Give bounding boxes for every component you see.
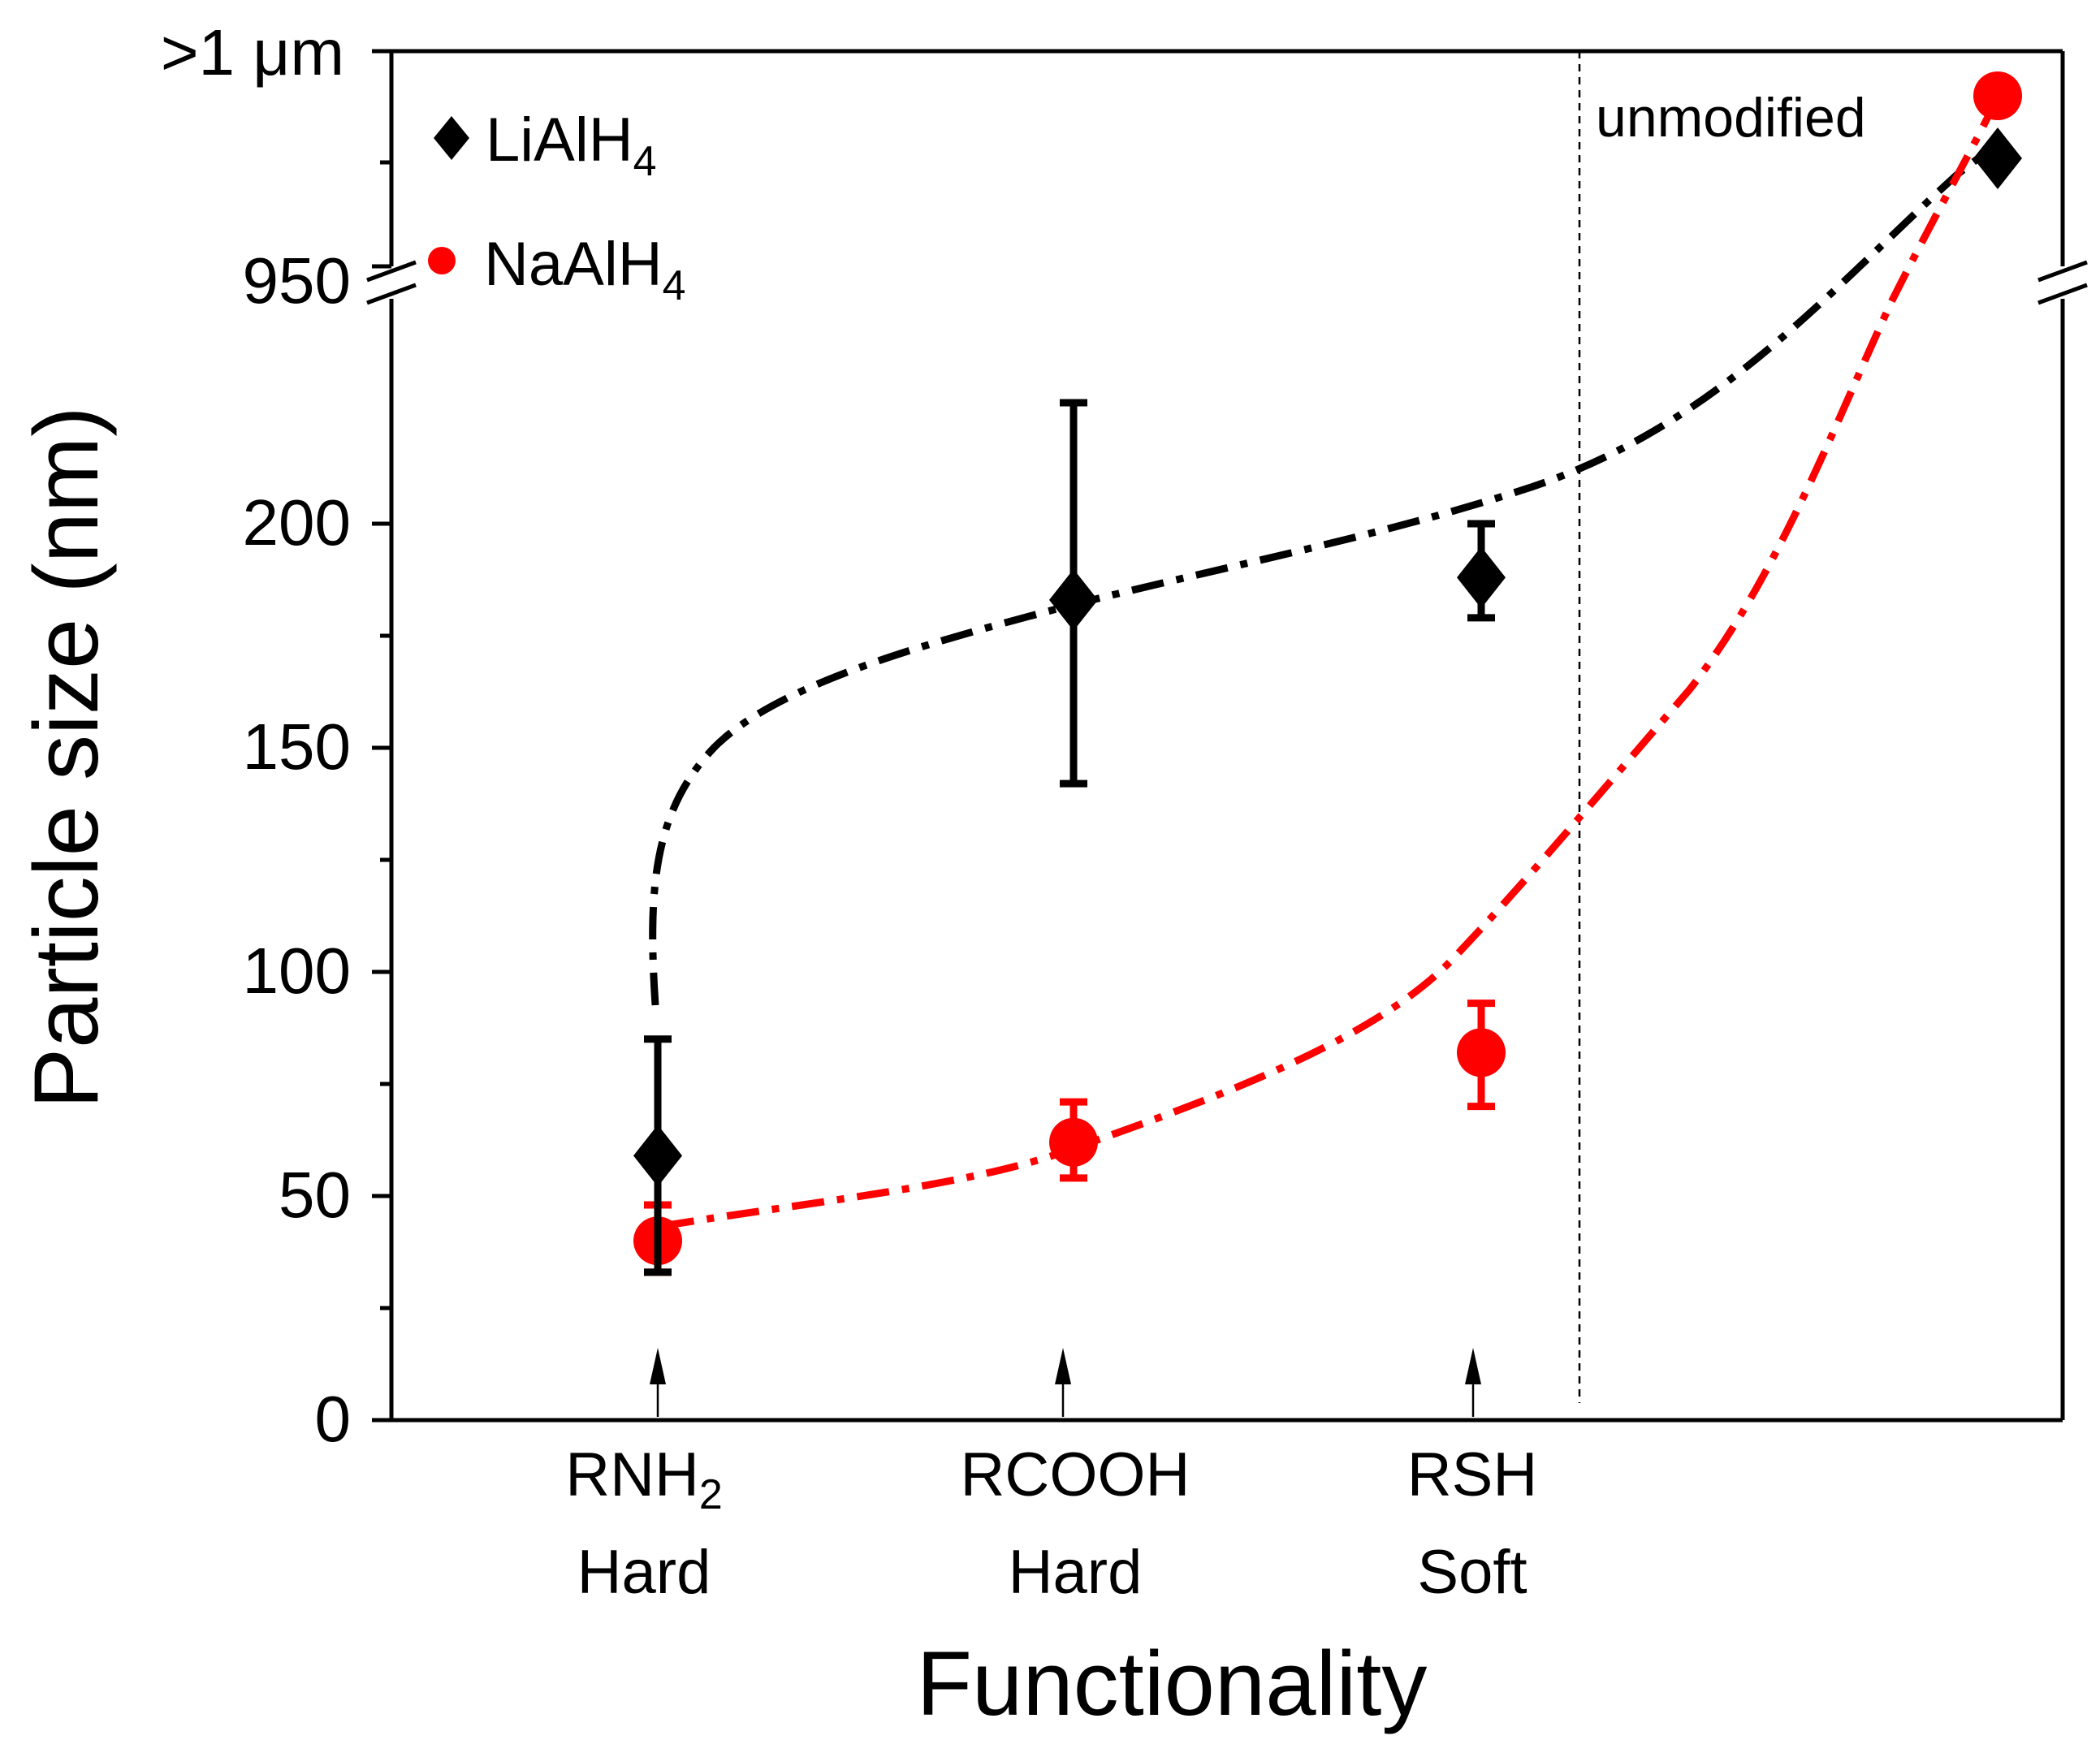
category-sublabel-rsh: Soft bbox=[1417, 1538, 1527, 1607]
naalh4-trend-line bbox=[661, 111, 1994, 1230]
category-sublabel-rcooh: Hard bbox=[1009, 1538, 1143, 1607]
right-axis-break bbox=[2037, 260, 2088, 305]
y-tick-label-100: 100 bbox=[243, 935, 351, 1007]
category-label-rcooh: RCOOH bbox=[961, 1440, 1190, 1509]
category-label-rsh: RSH bbox=[1407, 1440, 1537, 1509]
legend-naalh4-label: NaAlH4 bbox=[484, 230, 686, 309]
category-sublabel-rnh2: Hard bbox=[577, 1538, 711, 1607]
y-tick-label-50: 50 bbox=[279, 1159, 351, 1231]
y-axis-title: Particle size (nm) bbox=[15, 406, 117, 1108]
lialh4-point-rnh2 bbox=[633, 1125, 682, 1187]
y-tick-label-200: 200 bbox=[243, 486, 351, 559]
x-axis-title: Functionality bbox=[917, 1633, 1428, 1734]
data-marks bbox=[633, 71, 2022, 1276]
unmodified-annotation: unmodified bbox=[1596, 87, 1866, 149]
naalh4-point-unmodified bbox=[1973, 71, 2022, 120]
y-break-label-1um: >1 μm bbox=[161, 16, 344, 89]
category-arrows bbox=[650, 1348, 1481, 1417]
left-axis-break bbox=[366, 260, 417, 305]
y-ticks bbox=[372, 49, 391, 1423]
legend-naalh4-marker-icon bbox=[428, 247, 456, 274]
lialh4-point-rcooh bbox=[1049, 568, 1098, 631]
y-break-label-950: 950 bbox=[243, 244, 351, 317]
y-tick-label-0: 0 bbox=[315, 1383, 352, 1455]
lialh4-trend-line bbox=[649, 149, 1988, 1006]
legend-lialh4-label: LiAlH4 bbox=[486, 106, 657, 185]
legend-lialh4-marker-icon bbox=[434, 116, 469, 160]
y-tick-labels: 0 50 100 150 200 950 >1 μm bbox=[161, 16, 351, 1455]
naalh4-point-rsh bbox=[1457, 1028, 1506, 1077]
naalh4-point-rcooh bbox=[1049, 1117, 1098, 1167]
y-tick-label-150: 150 bbox=[243, 710, 351, 783]
category-label-rnh2: RNH2 bbox=[565, 1440, 723, 1518]
legend: LiAlH4 NaAlH4 bbox=[428, 106, 686, 309]
x-category-labels: RNH2 Hard RCOOH Hard RSH Soft bbox=[565, 1440, 1537, 1607]
lialh4-point-unmodified bbox=[1973, 127, 2022, 189]
lialh4-point-rsh bbox=[1457, 546, 1506, 609]
